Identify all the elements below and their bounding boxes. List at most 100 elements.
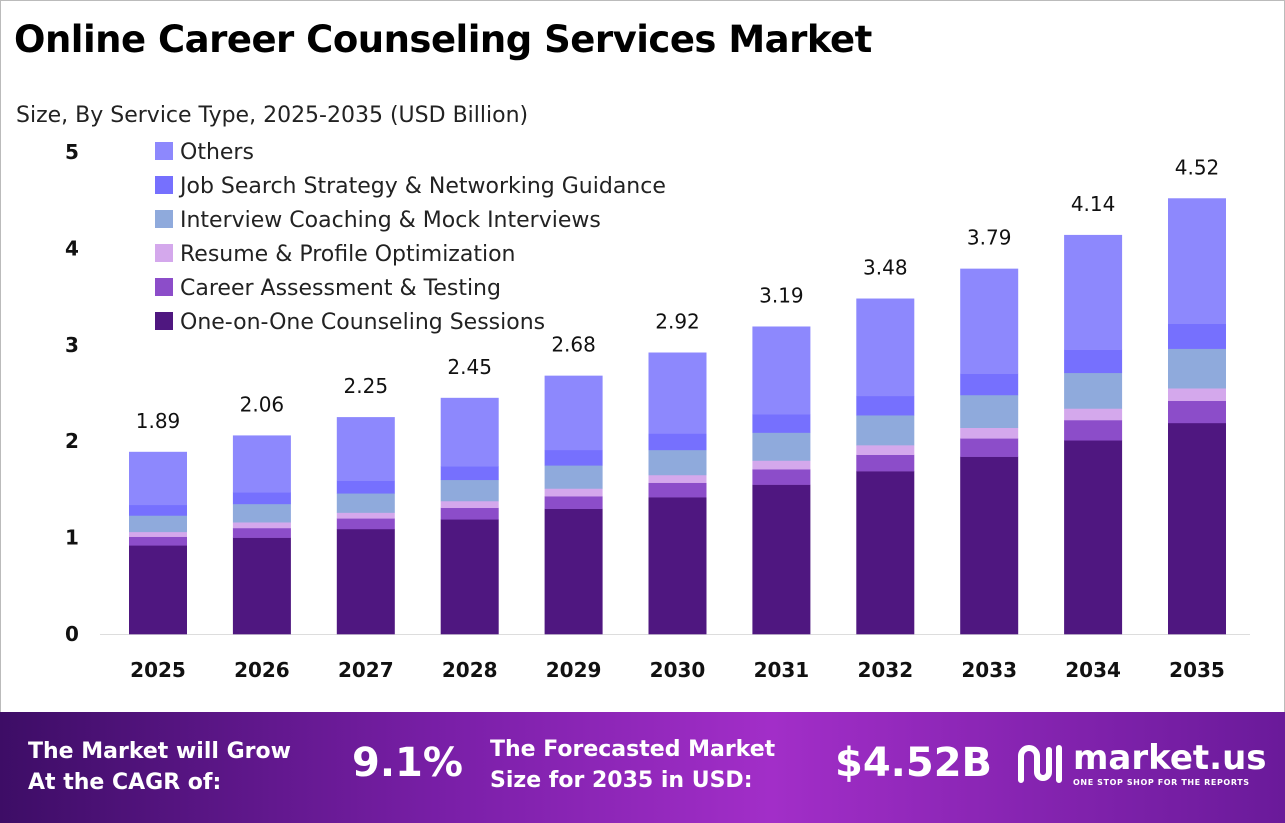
bar-segment-2033-s1: [960, 438, 1019, 457]
bar-segment-2032-s1: [856, 454, 915, 472]
total-label-2025: 1.89: [136, 409, 181, 433]
x-tick-label: 2025: [130, 658, 186, 682]
bar-segment-2035-s5: [1168, 198, 1226, 324]
x-tick-label: 2032: [857, 658, 913, 682]
bar-segment-2035-s4: [1168, 323, 1226, 349]
forecast-label-line2: Size for 2035 in USD:: [490, 768, 753, 793]
legend-swatch: [155, 244, 173, 262]
x-tick-label: 2029: [546, 658, 602, 682]
bar-segment-2028-s2: [440, 500, 499, 509]
legend-swatch: [155, 312, 173, 330]
legend-swatch: [155, 176, 173, 194]
bar-segment-2030-s3: [648, 449, 707, 476]
legend-label: Resume & Profile Optimization: [180, 242, 515, 267]
bar-segment-2027-s4: [336, 480, 395, 494]
bar-segment-2026-s3: [232, 503, 291, 523]
bar-segment-2030-s2: [648, 474, 707, 483]
bar-segment-2026-s2: [232, 522, 291, 529]
bar-segment-2031-s3: [752, 432, 811, 461]
logo-mark-icon: [1018, 745, 1062, 783]
y-tick-label: 2: [65, 429, 79, 453]
forecast-value: $4.52B: [835, 740, 993, 786]
x-tick-label: 2035: [1169, 658, 1225, 682]
x-tick-label: 2034: [1065, 658, 1121, 682]
bar-segment-2028-s0: [440, 519, 499, 635]
bar-segment-2029-s0: [544, 508, 603, 635]
total-label-2029: 2.68: [551, 333, 596, 357]
bar-segment-2027-s0: [336, 528, 395, 635]
legend-label: Others: [180, 140, 254, 165]
cagr-value: 9.1%: [352, 740, 463, 786]
bar-segment-2034-s0: [1064, 440, 1123, 635]
y-tick-label: 3: [65, 333, 79, 357]
bar-segment-2030-s1: [648, 482, 707, 498]
bar-segment-2031-s2: [752, 460, 811, 470]
bar-segment-2027-s3: [336, 493, 395, 513]
bar-segment-2031-s1: [752, 469, 811, 485]
bar-segment-2027-s5: [336, 417, 395, 482]
bar-segment-2034-s4: [1064, 349, 1123, 374]
total-label-2027: 2.25: [344, 374, 389, 398]
bar-segment-2035-s3: [1168, 348, 1226, 389]
bar-segment-2032-s2: [856, 445, 915, 455]
y-tick-label: 4: [65, 236, 79, 260]
y-tick-label: 0: [65, 622, 79, 646]
legend-label: Career Assessment & Testing: [180, 276, 501, 301]
bar-segment-2034-s2: [1064, 408, 1123, 421]
logo-tagline: ONE STOP SHOP FOR THE REPORTS: [1073, 778, 1250, 787]
chart-subtitle: Size, By Service Type, 2025-2035 (USD Bi…: [16, 103, 529, 128]
x-tick-label: 2027: [338, 658, 394, 682]
bar-segment-2030-s5: [648, 352, 707, 434]
bar-segment-2034-s3: [1064, 372, 1123, 409]
legend-swatch: [155, 278, 173, 296]
legend-label: Job Search Strategy & Networking Guidanc…: [178, 174, 666, 199]
bar-segment-2031-s5: [752, 326, 811, 415]
footer-banner: The Market will Grow At the CAGR of: 9.1…: [0, 712, 1285, 823]
cagr-label: The Market will Grow At the CAGR of:: [28, 736, 291, 798]
total-label-2026: 2.06: [240, 392, 285, 416]
bar-segment-2025-s5: [129, 451, 187, 506]
bar-segment-2025-s0: [129, 545, 187, 635]
forecast-label: The Forecasted Market Size for 2035 in U…: [490, 734, 775, 796]
legend-swatch: [155, 210, 173, 228]
bar-segment-2031-s4: [752, 414, 811, 433]
bar-segment-2027-s1: [336, 518, 395, 530]
bar-segment-2026-s1: [232, 527, 291, 538]
bar-segment-2028-s1: [440, 507, 499, 520]
bar-segment-2033-s0: [960, 456, 1019, 635]
x-tick-label: 2026: [234, 658, 290, 682]
bar-segment-2025-s4: [129, 504, 187, 516]
bar-segment-2029-s1: [544, 496, 603, 509]
total-label-2032: 3.48: [863, 256, 908, 280]
bar-segment-2032-s5: [856, 298, 915, 397]
cagr-label-line1: The Market will Grow: [28, 739, 291, 764]
bar-segment-2035-s2: [1168, 388, 1226, 402]
bar-segment-2026-s4: [232, 492, 291, 505]
bar-segment-2028-s3: [440, 479, 499, 502]
total-label-2033: 3.79: [967, 226, 1012, 250]
bar-segment-2033-s5: [960, 268, 1019, 375]
total-label-2031: 3.19: [759, 283, 804, 307]
stacked-bar-chart: 0 1 2 3 4 5 1.89 2025 2.06 2026 2.25 2027 2.45 2028 2.…: [65, 140, 1250, 682]
bar-segment-2032-s3: [856, 415, 915, 446]
bar-segment-2025-s3: [129, 515, 187, 533]
bar-segment-2032-s0: [856, 471, 915, 635]
x-tick-label: 2031: [754, 658, 810, 682]
total-label-2028: 2.45: [447, 355, 492, 379]
bar-segment-2025-s2: [129, 531, 187, 537]
bar-segment-2035-s1: [1168, 400, 1226, 424]
bar-segment-2029-s3: [544, 465, 603, 489]
bar-segment-2035-s0: [1168, 422, 1226, 635]
bar-segment-2025-s1: [129, 536, 187, 546]
bar-segment-2026-s5: [232, 435, 291, 493]
total-label-2030: 2.92: [655, 310, 700, 334]
y-tick-label: 5: [65, 140, 79, 164]
bar-segment-2033-s4: [960, 373, 1019, 396]
bar-segment-2033-s3: [960, 394, 1019, 429]
cagr-label-line2: At the CAGR of:: [28, 770, 222, 795]
x-tick-label: 2030: [650, 658, 706, 682]
total-label-2034: 4.14: [1071, 192, 1116, 216]
bar-segment-2031-s0: [752, 484, 811, 635]
legend-swatch: [155, 142, 173, 160]
bar-segment-2028-s5: [440, 397, 499, 467]
